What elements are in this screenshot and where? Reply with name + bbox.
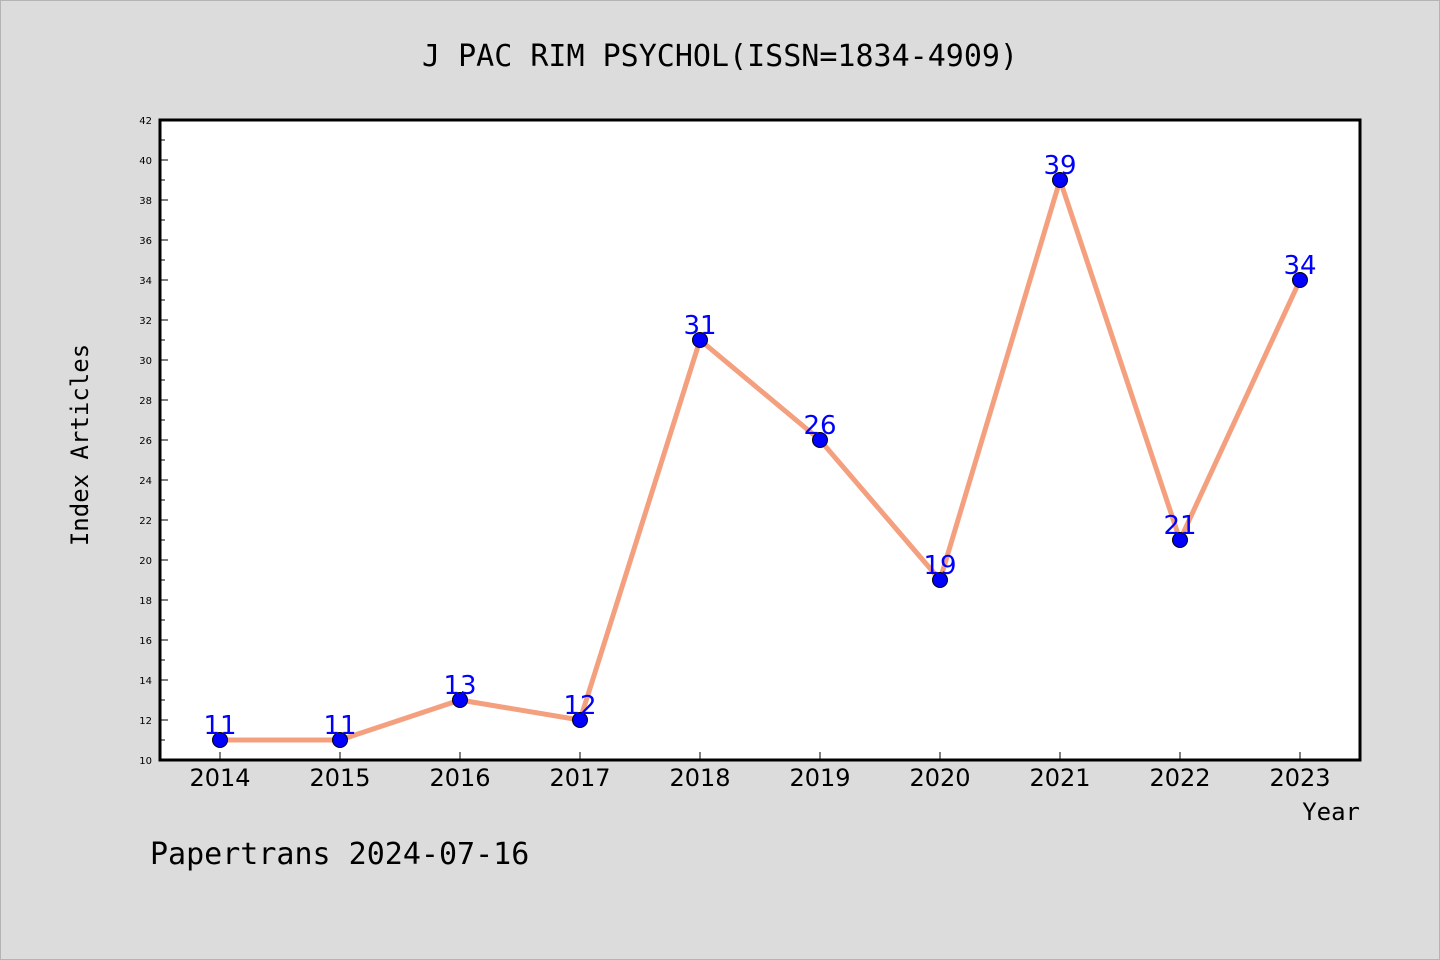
data-point [452,692,468,708]
x-tick-label: 2015 [309,764,370,792]
y-tick-label: 12 [139,716,152,727]
data-label: 13 [443,671,476,701]
x-tick-label: 2018 [669,764,730,792]
chart-title: J PAC RIM PSYCHOL(ISSN=1834-4909) [422,39,1018,74]
y-tick-label: 22 [139,516,152,527]
y-tick-label: 38 [139,196,152,207]
data-point [1292,272,1308,288]
data-label: 11 [203,711,236,741]
data-label: 11 [323,711,356,741]
y-axis: 10 12 14 16 18 20 22 24 26 28 30 32 34 36 38 40 42 [139,116,168,767]
y-axis-label: Index Articles [66,344,94,546]
data-label: 21 [1163,511,1196,541]
series-line [217,177,1303,743]
data-point [212,732,228,748]
data-point [572,712,588,728]
data-point [692,332,708,348]
data-label: 39 [1043,151,1076,181]
plot-area [158,118,1362,762]
y-tick-label: 14 [139,676,152,687]
footer-watermark: Papertrans 2024-07-16 [150,837,529,872]
x-tick-label: 2014 [189,764,250,792]
x-tick-label: 2022 [1149,764,1210,792]
x-axis: 2014 2015 2016 2017 2018 2019 2020 2021 2022 2023 [189,752,1331,792]
data-label: 31 [683,311,716,341]
y-tick-label: 42 [139,116,152,127]
x-tick-label: 2021 [1029,764,1090,792]
data-label: 19 [923,551,956,581]
y-tick-label: 32 [139,316,152,327]
y-tick-label: 18 [139,596,152,607]
x-axis-label: Year [1302,798,1360,826]
x-tick-label: 2016 [429,764,490,792]
y-tick-label: 40 [139,156,152,167]
data-point [1172,532,1188,548]
data-label: 34 [1283,251,1316,281]
data-label: 12 [563,691,596,721]
y-tick-label: 36 [139,236,152,247]
y-tick-label: 10 [139,756,152,767]
y-tick-label: 16 [139,636,152,647]
x-tick-label: 2017 [549,764,610,792]
data-label: 26 [803,411,836,441]
x-tick-label: 2019 [789,764,850,792]
y-tick-label: 34 [139,276,152,287]
y-tick-label: 26 [139,436,152,447]
x-tick-label: 2023 [1269,764,1330,792]
data-point [1052,172,1068,188]
data-point [812,432,828,448]
y-tick-label: 28 [139,396,152,407]
data-point [932,572,948,588]
y-tick-label: 20 [139,556,152,567]
x-tick-label: 2020 [909,764,970,792]
y-tick-label: 30 [139,356,152,367]
data-labels: 11 11 13 12 31 26 19 39 21 34 [203,151,1316,741]
data-point [332,732,348,748]
data-series [212,172,1308,748]
y-tick-label: 24 [139,476,152,487]
